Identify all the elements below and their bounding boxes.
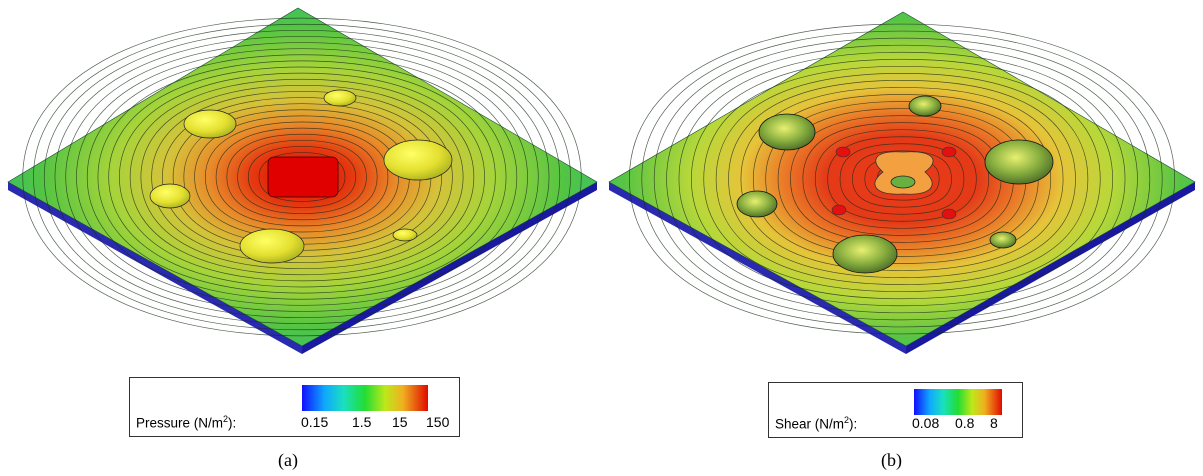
pressure-peak-region xyxy=(267,156,339,198)
pressure-surface-plot xyxy=(7,7,598,354)
contour-line xyxy=(653,37,1151,321)
contour-line xyxy=(140,84,464,270)
contour-line xyxy=(247,146,357,208)
shear-center-region xyxy=(874,151,934,195)
shear-center-min xyxy=(890,175,916,189)
pressure-tick-4: 150 xyxy=(426,414,450,430)
contour-line xyxy=(43,29,561,325)
contour-line xyxy=(215,127,389,227)
panel-a-caption: (a) xyxy=(278,450,298,470)
pressure-legend-label: Pressure (N/m2): xyxy=(136,413,237,431)
contour-line xyxy=(864,157,940,201)
plate-side-left xyxy=(609,182,906,354)
contour-line xyxy=(814,129,990,229)
contour-line xyxy=(258,152,346,202)
contour-line xyxy=(666,44,1138,314)
plate-side-left xyxy=(8,182,302,354)
contour-line xyxy=(97,60,507,294)
contour-line xyxy=(690,58,1114,300)
pressure-contours xyxy=(22,17,582,337)
contour-line xyxy=(678,51,1126,307)
shear-hotspots xyxy=(831,146,957,220)
contour-line xyxy=(641,30,1163,328)
panel-b-caption: (b) xyxy=(881,450,902,470)
pressure-bumps xyxy=(149,89,453,264)
pressure-colorbar xyxy=(302,385,428,411)
shear-tick-2: 0.8 xyxy=(955,415,975,431)
panel-a: Pressure (N/m2): 0.15 1.5 15 150 (a) xyxy=(0,0,600,476)
contour-line xyxy=(22,17,582,337)
shear-tick-3: 8 xyxy=(990,415,998,431)
shear-tick-1: 0.08 xyxy=(912,415,940,431)
plate-side-right xyxy=(906,182,1195,354)
contour-line xyxy=(839,143,965,215)
contour-line xyxy=(151,91,453,263)
contour-line xyxy=(827,136,977,222)
pressure-tick-2: 1.5 xyxy=(352,414,372,430)
shear-colorbar xyxy=(914,389,1002,415)
pressure-tick-1: 0.15 xyxy=(301,414,329,430)
contour-line xyxy=(76,48,528,306)
contour-line xyxy=(108,66,496,288)
contour-line xyxy=(33,23,571,331)
contour-line xyxy=(54,36,550,318)
contour-line xyxy=(65,42,539,312)
shear-surface-plot xyxy=(608,11,1196,354)
shear-bumps xyxy=(736,95,1054,274)
panel-b: Shear (N/m2): 0.08 0.8 8 (b) xyxy=(603,0,1203,476)
contour-line xyxy=(237,139,367,215)
contour-line xyxy=(852,150,952,208)
contour-line xyxy=(740,87,1064,271)
shear-legend-label: Shear (N/m2): xyxy=(775,414,858,432)
plate-side-right xyxy=(302,182,597,354)
contour-line xyxy=(629,23,1175,335)
pressure-legend: Pressure (N/m2): 0.15 1.5 15 150 xyxy=(129,377,460,437)
contour-line xyxy=(703,65,1101,293)
contour-line xyxy=(86,54,518,300)
contour-line xyxy=(162,97,442,257)
contour-line xyxy=(715,72,1089,286)
pressure-tick-3: 15 xyxy=(392,414,408,430)
contour-line xyxy=(728,80,1076,278)
contour-line xyxy=(129,78,475,276)
contour-line xyxy=(226,133,378,221)
shear-legend: Shear (N/m2): 0.08 0.8 8 xyxy=(768,382,1023,438)
